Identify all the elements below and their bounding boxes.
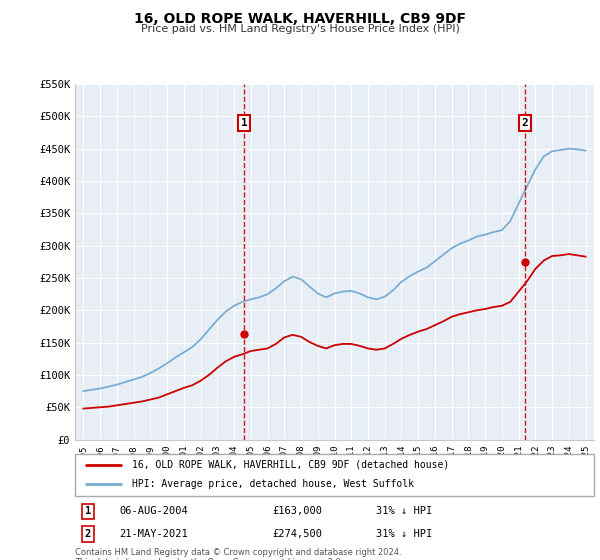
Text: 1: 1 xyxy=(241,118,247,128)
Text: 2: 2 xyxy=(85,529,91,539)
Text: 2: 2 xyxy=(521,118,529,128)
Text: 21-MAY-2021: 21-MAY-2021 xyxy=(119,529,188,539)
Text: Contains HM Land Registry data © Crown copyright and database right 2024.
This d: Contains HM Land Registry data © Crown c… xyxy=(75,548,401,560)
Text: 31% ↓ HPI: 31% ↓ HPI xyxy=(376,506,432,516)
Text: £163,000: £163,000 xyxy=(272,506,322,516)
Text: 1: 1 xyxy=(85,506,91,516)
Text: 06-AUG-2004: 06-AUG-2004 xyxy=(119,506,188,516)
Text: 16, OLD ROPE WALK, HAVERHILL, CB9 9DF: 16, OLD ROPE WALK, HAVERHILL, CB9 9DF xyxy=(134,12,466,26)
Text: 16, OLD ROPE WALK, HAVERHILL, CB9 9DF (detached house): 16, OLD ROPE WALK, HAVERHILL, CB9 9DF (d… xyxy=(132,460,449,470)
Text: HPI: Average price, detached house, West Suffolk: HPI: Average price, detached house, West… xyxy=(132,479,414,489)
Text: £274,500: £274,500 xyxy=(272,529,322,539)
Text: Price paid vs. HM Land Registry's House Price Index (HPI): Price paid vs. HM Land Registry's House … xyxy=(140,24,460,34)
FancyBboxPatch shape xyxy=(75,454,594,496)
Text: 31% ↓ HPI: 31% ↓ HPI xyxy=(376,529,432,539)
